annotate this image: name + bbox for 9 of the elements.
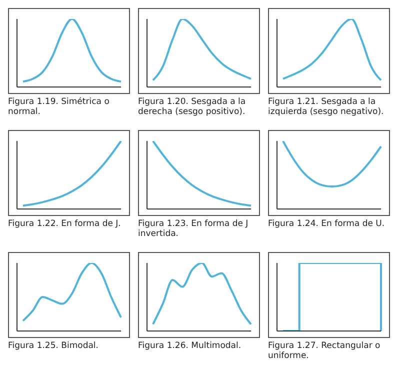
text: Figura 1.23. En forma de J invertida. [138, 219, 250, 239]
text: Figura 1.20. Sesgada a la derecha (sesgo positivo). [138, 97, 247, 117]
text: Figura 1.25. Bimodal. [8, 341, 100, 351]
text: Figura 1.21. Sesgada a la izquierda (sesgo negativo). [268, 97, 385, 117]
text: Figura 1.19. Simétrica o normal. [8, 97, 110, 117]
text: Figura 1.27. Rectangular o uniforme. [268, 341, 382, 361]
text: Figura 1.22. En forma de J. [8, 219, 122, 229]
text: Figura 1.24. En forma de U. [268, 219, 386, 229]
text: Figura 1.26. Multimodal. [138, 341, 242, 351]
